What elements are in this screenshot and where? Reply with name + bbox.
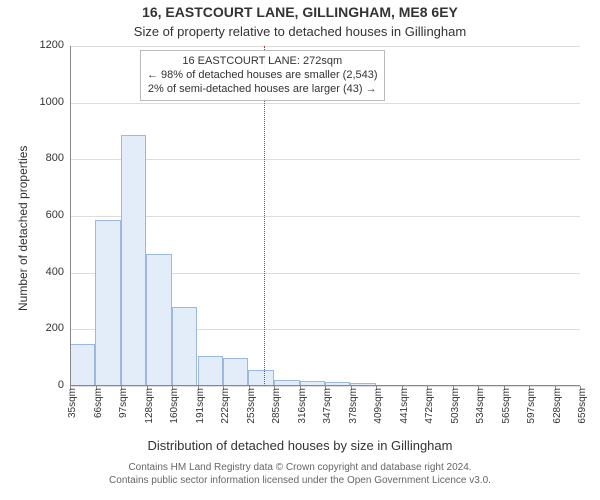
y-tick-label: 200 xyxy=(26,322,64,334)
x-tick-label: 472sqm xyxy=(424,388,435,432)
x-tick-label: 409sqm xyxy=(373,388,384,432)
footnote-line2: Contains public sector information licen… xyxy=(0,475,600,488)
x-tick-label: 503sqm xyxy=(450,388,461,432)
histogram-bar xyxy=(223,358,248,386)
x-tick-label: 35sqm xyxy=(67,388,78,432)
histogram-bar xyxy=(248,370,274,386)
chart-title: 16, EASTCOURT LANE, GILLINGHAM, ME8 6EY xyxy=(0,4,600,20)
footnote-line1: Contains HM Land Registry data © Crown c… xyxy=(0,462,600,475)
x-tick-label: 222sqm xyxy=(220,388,231,432)
footnote: Contains HM Land Registry data © Crown c… xyxy=(0,462,600,487)
x-tick-label: 597sqm xyxy=(526,388,537,432)
figure: { "title": { "text": "16, EASTCOURT LANE… xyxy=(0,0,600,500)
x-tick-label: 378sqm xyxy=(348,388,359,432)
y-axis-label: Number of detached properties xyxy=(16,146,30,311)
gridline xyxy=(70,46,580,47)
y-tick-label: 400 xyxy=(26,266,64,278)
gridline xyxy=(70,159,580,160)
annotation-line3: 2% of semi-detached houses are larger (4… xyxy=(147,83,378,97)
histogram-bar xyxy=(146,254,172,386)
annotation-box: 16 EASTCOURT LANE: 272sqm← 98% of detach… xyxy=(140,50,385,101)
plot-area: 02004006008001000120035sqm66sqm97sqm128s… xyxy=(70,46,580,386)
x-tick-label: 347sqm xyxy=(322,388,333,432)
x-tick-label: 66sqm xyxy=(93,388,104,432)
x-tick-label: 191sqm xyxy=(195,388,206,432)
x-tick-label: 441sqm xyxy=(399,388,410,432)
histogram-bar xyxy=(121,135,146,386)
x-tick-label: 128sqm xyxy=(144,388,155,432)
histogram-bar xyxy=(70,344,95,387)
x-tick-label: 285sqm xyxy=(271,388,282,432)
x-tick-label: 565sqm xyxy=(501,388,512,432)
histogram-bar xyxy=(198,356,223,386)
x-tick-label: 534sqm xyxy=(475,388,486,432)
x-tick-label: 628sqm xyxy=(552,388,563,432)
x-tick-label: 97sqm xyxy=(118,388,129,432)
gridline xyxy=(70,216,580,217)
annotation-line2: ← 98% of detached houses are smaller (2,… xyxy=(147,69,378,83)
annotation-line1: 16 EASTCOURT LANE: 272sqm xyxy=(147,55,378,69)
gridline xyxy=(70,103,580,104)
y-axis-line xyxy=(70,46,71,386)
chart-subtitle: Size of property relative to detached ho… xyxy=(0,24,600,39)
y-tick-label: 600 xyxy=(26,209,64,221)
x-tick-label: 316sqm xyxy=(297,388,308,432)
y-tick-label: 0 xyxy=(26,379,64,391)
x-tick-label: 160sqm xyxy=(169,388,180,432)
x-tick-label: 659sqm xyxy=(577,388,588,432)
histogram-bar xyxy=(95,220,120,386)
y-tick-label: 1200 xyxy=(26,39,64,51)
x-tick-label: 253sqm xyxy=(246,388,257,432)
histogram-bar xyxy=(172,307,197,386)
y-tick-label: 1000 xyxy=(26,96,64,108)
y-tick-label: 800 xyxy=(26,152,64,164)
x-axis-caption: Distribution of detached houses by size … xyxy=(0,438,600,453)
